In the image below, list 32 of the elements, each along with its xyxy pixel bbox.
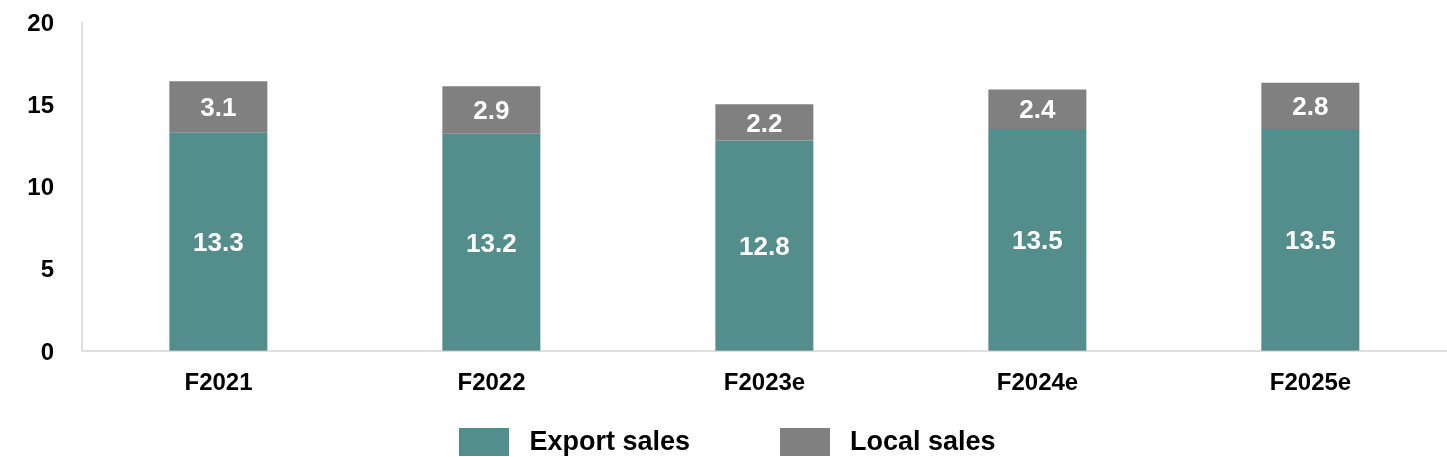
x-tick-label: F2022 xyxy=(457,368,526,396)
data-label: 3.1 xyxy=(200,91,237,122)
x-tick-label: F2021 xyxy=(184,368,253,396)
y-tick-label: 0 xyxy=(40,337,54,365)
bar xyxy=(1261,128,1360,351)
data-label: 2.8 xyxy=(1292,91,1329,122)
bar xyxy=(988,89,1087,129)
x-tick-label: F2023e xyxy=(723,368,806,396)
data-label: 13.2 xyxy=(466,227,517,258)
bar xyxy=(169,81,268,133)
x-tick-label: F2024e xyxy=(996,368,1079,396)
data-label: 2.4 xyxy=(1019,94,1056,125)
x-tick-label: F2025e xyxy=(1269,368,1352,396)
bar xyxy=(442,133,541,351)
bar xyxy=(988,128,1087,351)
legend-label: Local sales xyxy=(849,426,996,457)
data-label: 12.8 xyxy=(739,230,790,261)
bar xyxy=(169,132,268,351)
bar xyxy=(715,104,814,141)
y-tick-label: 10 xyxy=(27,173,54,201)
bar xyxy=(442,86,541,134)
bar xyxy=(715,140,814,351)
legend-label: Export sales xyxy=(529,426,690,457)
y-tick-label: 5 xyxy=(40,255,54,283)
data-label: 13.5 xyxy=(1285,225,1336,256)
data-label: 2.9 xyxy=(473,95,510,126)
y-tick-label: 15 xyxy=(27,90,54,118)
data-label: 13.5 xyxy=(1012,225,1063,256)
data-label: 13.3 xyxy=(193,226,244,257)
y-tick-label: 20 xyxy=(27,8,54,36)
bar xyxy=(1261,82,1360,129)
data-label: 2.2 xyxy=(746,107,783,138)
